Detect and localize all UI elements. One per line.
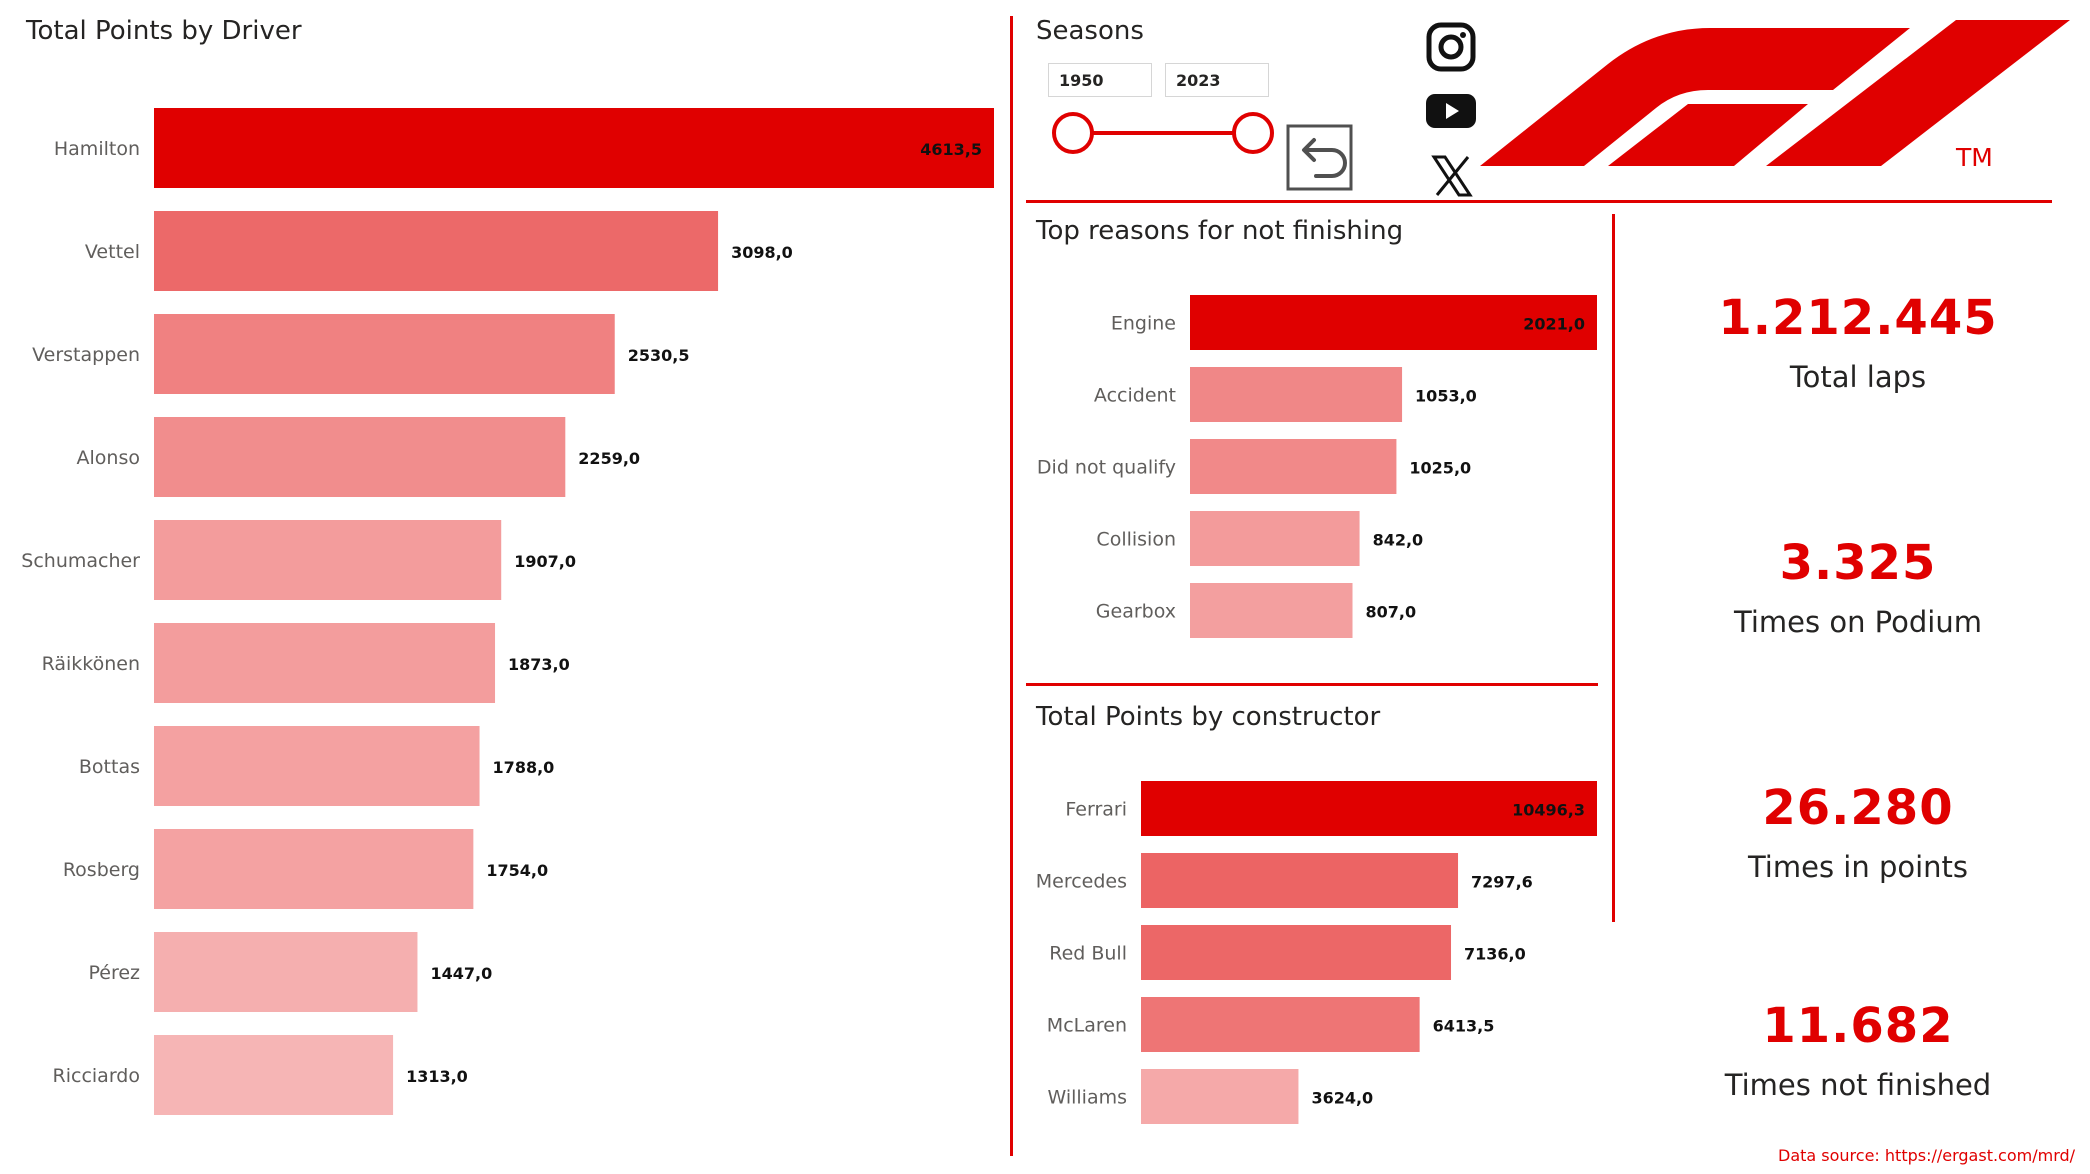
bar-reasons-chart-1[interactable]: [1190, 367, 1403, 422]
bar-drivers-chart-5[interactable]: [154, 623, 496, 703]
bar-constructors-chart-1[interactable]: [1141, 853, 1459, 908]
reset-button[interactable]: [1286, 124, 1354, 192]
slider-start-handle[interactable]: [1052, 112, 1094, 154]
value-label-reasons-chart-1: 1053,0: [1415, 387, 1477, 406]
category-label-constructors-chart-0: Ferrari: [1065, 799, 1127, 821]
bar-reasons-chart-4[interactable]: [1190, 583, 1353, 638]
value-label-constructors-chart-0: 10496,3: [1512, 801, 1585, 820]
bar-constructors-chart-3[interactable]: [1141, 997, 1420, 1052]
x-icon[interactable]: [1430, 154, 1474, 198]
youtube-icon[interactable]: [1426, 92, 1476, 130]
value-label-drivers-chart-9: 1313,0: [406, 1067, 468, 1086]
bar-drivers-chart-3[interactable]: [154, 417, 566, 497]
value-label-reasons-chart-3: 842,0: [1373, 531, 1424, 550]
category-label-constructors-chart-2: Red Bull: [1049, 943, 1127, 965]
undo-icon: [1302, 138, 1347, 178]
season-start-input[interactable]: 1950: [1048, 63, 1152, 97]
value-label-drivers-chart-4: 1907,0: [514, 552, 576, 571]
kpi-total-laps-label: Total laps: [1789, 360, 1927, 394]
data-source-link[interactable]: Data source: https://ergast.com/mrd/: [1778, 1146, 2076, 1165]
drivers-bar-chart: Hamilton 4613,5 Vettel 3098,0 Verstappen 2530…: [21, 108, 994, 1115]
category-label-drivers-chart-8: Pérez: [88, 962, 140, 984]
value-label-constructors-chart-1: 7297,6: [1471, 873, 1533, 892]
kpi-points-value: 26.280: [1762, 780, 1954, 836]
value-label-constructors-chart-4: 3624,0: [1311, 1089, 1373, 1108]
f1-logo: TM: [1480, 20, 2070, 172]
bar-drivers-chart-1[interactable]: [154, 211, 719, 291]
f1-logo-f-top: [1480, 28, 1910, 166]
kpi-podium-value: 3.325: [1779, 535, 1937, 591]
category-label-drivers-chart-4: Schumacher: [21, 550, 140, 572]
f1-logo-f-mid: [1608, 104, 1808, 166]
bar-drivers-chart-8[interactable]: [154, 932, 418, 1012]
value-label-reasons-chart-2: 1025,0: [1409, 459, 1471, 478]
seasons-title: Seasons: [1036, 16, 1144, 46]
value-label-reasons-chart-0: 2021,0: [1523, 315, 1585, 334]
bar-drivers-chart-7[interactable]: [154, 829, 474, 909]
bar-constructors-chart-0[interactable]: [1141, 781, 1597, 836]
category-label-drivers-chart-2: Verstappen: [32, 344, 140, 366]
horizontal-divider-mid: [1026, 683, 1598, 686]
category-label-reasons-chart-3: Collision: [1096, 529, 1176, 551]
slider-end-handle[interactable]: [1232, 112, 1274, 154]
bar-drivers-chart-9[interactable]: [154, 1035, 394, 1115]
category-label-drivers-chart-9: Ricciardo: [53, 1065, 140, 1087]
category-label-drivers-chart-5: Räikkönen: [42, 653, 140, 675]
constructors-chart-title: Total Points by constructor: [1036, 702, 1381, 732]
value-label-drivers-chart-0: 4613,5: [920, 140, 982, 159]
bar-constructors-chart-2[interactable]: [1141, 925, 1452, 980]
drivers-chart-title: Total Points by Driver: [26, 16, 302, 46]
value-label-constructors-chart-2: 7136,0: [1464, 945, 1526, 964]
kpi-not-finished-label: Times not finished: [1724, 1068, 1992, 1102]
category-label-drivers-chart-6: Bottas: [79, 756, 140, 778]
value-label-constructors-chart-3: 6413,5: [1433, 1017, 1495, 1036]
category-label-constructors-chart-3: McLaren: [1047, 1015, 1127, 1037]
category-label-drivers-chart-3: Alonso: [77, 447, 140, 469]
bar-constructors-chart-4[interactable]: [1141, 1069, 1299, 1124]
category-label-drivers-chart-7: Rosberg: [63, 859, 140, 881]
reasons-bar-chart: Engine 2021,0 Accident 1053,0 Did not qualif…: [1037, 295, 1597, 638]
kpi-not-finished-value: 11.682: [1762, 998, 1954, 1054]
category-label-drivers-chart-0: Hamilton: [54, 138, 140, 160]
value-label-drivers-chart-7: 1754,0: [486, 861, 548, 880]
bar-drivers-chart-6[interactable]: [154, 726, 480, 806]
horizontal-divider-top: [1026, 200, 2052, 203]
value-label-drivers-chart-1: 3098,0: [731, 243, 793, 262]
bar-drivers-chart-0[interactable]: [154, 108, 994, 188]
bar-reasons-chart-2[interactable]: [1190, 439, 1397, 494]
f1-logo-one: [1766, 20, 2070, 166]
instagram-icon[interactable]: [1426, 22, 1476, 72]
category-label-drivers-chart-1: Vettel: [85, 241, 140, 263]
value-label-drivers-chart-3: 2259,0: [578, 449, 640, 468]
vertical-divider-right: [1612, 214, 1615, 922]
category-label-constructors-chart-1: Mercedes: [1036, 871, 1127, 893]
reasons-chart-title: Top reasons for not finishing: [1036, 216, 1404, 246]
vertical-divider-left: [1010, 16, 1013, 1156]
category-label-reasons-chart-1: Accident: [1094, 385, 1176, 407]
season-end-input[interactable]: 2023: [1165, 63, 1269, 97]
bar-drivers-chart-2[interactable]: [154, 314, 615, 394]
kpi-total-laps-value: 1.212.445: [1718, 290, 1998, 346]
season-slider[interactable]: [1046, 110, 1282, 156]
f1-logo-trademark: TM: [1955, 143, 1993, 172]
value-label-reasons-chart-4: 807,0: [1366, 603, 1417, 622]
kpi-podium-label: Times on Podium: [1734, 605, 1982, 639]
category-label-reasons-chart-2: Did not qualify: [1037, 457, 1176, 479]
bar-reasons-chart-0[interactable]: [1190, 295, 1597, 350]
value-label-drivers-chart-2: 2530,5: [628, 346, 690, 365]
bar-reasons-chart-3[interactable]: [1190, 511, 1360, 566]
kpi-points-label: Times in points: [1747, 850, 1969, 884]
bar-drivers-chart-4[interactable]: [154, 520, 502, 600]
value-label-drivers-chart-8: 1447,0: [430, 964, 492, 983]
constructors-bar-chart: Ferrari 10496,3 Mercedes 7297,6 Red Bull 7136…: [1036, 781, 1597, 1124]
category-label-reasons-chart-4: Gearbox: [1096, 601, 1176, 623]
category-label-constructors-chart-4: Williams: [1047, 1087, 1127, 1109]
category-label-reasons-chart-0: Engine: [1111, 313, 1176, 335]
value-label-drivers-chart-6: 1788,0: [493, 758, 555, 777]
value-label-drivers-chart-5: 1873,0: [508, 655, 570, 674]
reset-button-frame: [1286, 124, 1353, 191]
